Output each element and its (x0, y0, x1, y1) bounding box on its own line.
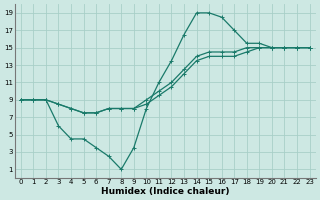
X-axis label: Humidex (Indice chaleur): Humidex (Indice chaleur) (101, 187, 229, 196)
